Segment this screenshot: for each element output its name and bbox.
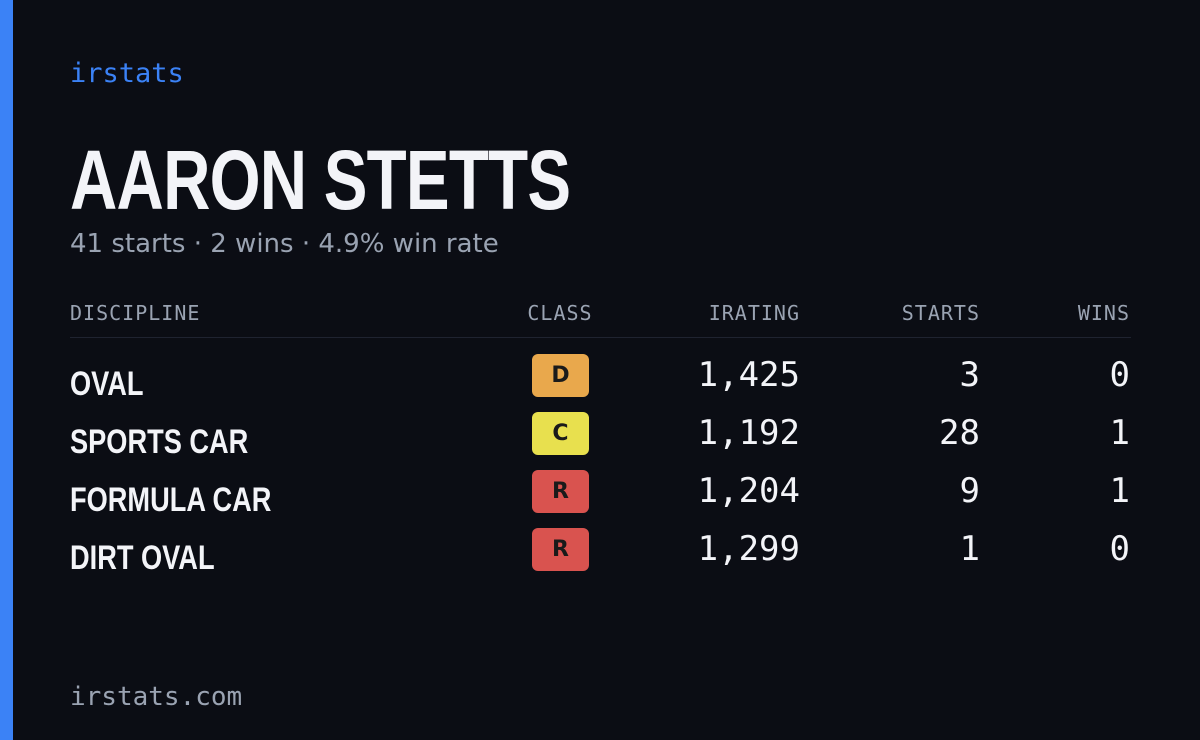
column-header: STARTS — [901, 301, 980, 325]
column-header: CLASS — [527, 301, 593, 325]
brand: irstats — [70, 58, 184, 89]
starts: 9 — [959, 471, 980, 511]
wins: 0 — [1109, 529, 1130, 569]
starts: 28 — [939, 413, 980, 453]
class-badge: D — [532, 354, 589, 397]
discipline: OVAL — [70, 365, 144, 403]
wins: 1 — [1109, 471, 1130, 511]
driver-summary: 41 starts · 2 wins · 4.9% win rate — [70, 229, 499, 259]
column-header: IRATING — [708, 301, 800, 325]
irating: 1,299 — [697, 529, 800, 569]
irating: 1,425 — [697, 355, 800, 395]
footer: irstats.com — [70, 682, 243, 712]
class-badge: R — [532, 470, 589, 513]
discipline: FORMULA CAR — [70, 481, 272, 519]
header-rule — [70, 337, 1131, 338]
wins: 0 — [1109, 355, 1130, 395]
discipline: DIRT OVAL — [70, 539, 215, 577]
wins: 1 — [1109, 413, 1130, 453]
class-badge: R — [532, 528, 589, 571]
driver-name: AARON STETTS — [70, 133, 571, 227]
column-header: DISCIPLINE — [70, 301, 201, 325]
accent-bar — [0, 0, 13, 740]
class-badge: C — [532, 412, 589, 455]
irating: 1,204 — [697, 471, 800, 511]
column-header: WINS — [1077, 301, 1130, 325]
starts: 1 — [959, 529, 980, 569]
discipline: SPORTS CAR — [70, 423, 249, 461]
starts: 3 — [959, 355, 980, 395]
irating: 1,192 — [697, 413, 800, 453]
